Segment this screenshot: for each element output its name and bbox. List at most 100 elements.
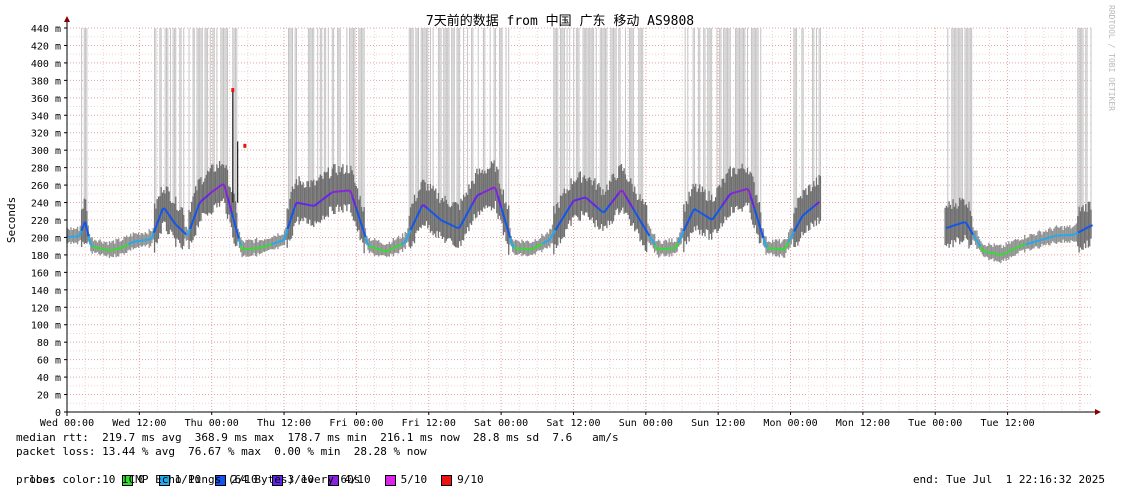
median-segment (174, 223, 179, 227)
median-segment (450, 223, 453, 227)
median-segment (274, 241, 278, 244)
median-segment (749, 196, 754, 203)
median-segment (478, 192, 482, 196)
median-segment (278, 240, 281, 243)
median-segment (428, 208, 432, 212)
median-segment (386, 249, 390, 253)
median-segment (567, 206, 571, 211)
median-segment (965, 222, 969, 227)
x-tick-label: Fri 00:00 (329, 418, 383, 429)
y-tick-label: 160 m (31, 268, 61, 279)
median-segment (968, 228, 973, 233)
x-tick-label: Sun 00:00 (619, 418, 673, 429)
median-segment (458, 223, 463, 229)
median-segment (592, 203, 596, 207)
median-segment (187, 228, 191, 235)
median-segment (795, 224, 799, 229)
y-tick-label: 120 m (31, 303, 61, 314)
median-segment (171, 218, 175, 223)
median-segment (413, 217, 418, 223)
median-segment (176, 225, 180, 229)
median-segment (587, 198, 591, 202)
median-segment (216, 186, 220, 189)
median-segment (730, 192, 733, 195)
median-segment (316, 201, 320, 205)
median-segment (722, 200, 727, 204)
median-segment (1021, 243, 1025, 247)
median-segment (692, 208, 696, 212)
loss-color-swatch (384, 474, 396, 486)
median-segment (496, 194, 501, 202)
median-segment (1086, 225, 1090, 229)
y-tick-label: 180 m (31, 251, 61, 262)
median-segment (695, 209, 699, 213)
median-segment (979, 245, 984, 250)
median-segment (359, 219, 363, 227)
median-segment (632, 208, 636, 213)
y-tick-label: 380 m (31, 76, 61, 87)
median-segment (480, 191, 484, 195)
y-tick-label: 0 (55, 408, 61, 419)
median-segment (760, 231, 765, 239)
median-segment (791, 231, 796, 236)
median-segment (789, 234, 794, 239)
median-segment (654, 244, 658, 249)
median-segment (283, 234, 287, 241)
median-segment (149, 236, 153, 241)
median-segment (648, 235, 653, 240)
median-segment (1075, 231, 1079, 235)
loss-color-swatch (121, 474, 133, 486)
median-segment (211, 189, 215, 193)
median-segment (608, 202, 613, 206)
median-segment (690, 210, 694, 216)
median-segment (565, 209, 569, 214)
median-segment (1023, 243, 1026, 246)
median-segment (1027, 242, 1030, 245)
median-segment (239, 244, 244, 250)
median-segment (743, 188, 746, 191)
median-segment (949, 225, 952, 228)
median-segment (319, 199, 323, 203)
median-segment (625, 196, 629, 201)
median-segment (620, 189, 623, 192)
median-segment (594, 204, 598, 209)
median-segment (265, 244, 269, 247)
median-segment (330, 191, 334, 194)
median-segment (160, 208, 164, 214)
median-segment (415, 214, 419, 219)
median-segment (451, 224, 455, 228)
median-segment (437, 216, 441, 220)
median-segment (607, 204, 611, 209)
median-segment (981, 248, 985, 253)
median-segment (207, 192, 211, 196)
median-segment (1052, 235, 1055, 238)
median-segment (646, 232, 651, 237)
median-segment (381, 249, 384, 252)
median-segment (325, 195, 329, 198)
packet-loss-summary: packet loss: 13.44 % avg 76.67 % max 0.0… (16, 445, 427, 458)
median-segment (128, 242, 131, 246)
loss-color-item-label: 2/10 (231, 473, 258, 486)
median-segment (1081, 228, 1085, 232)
median-segment (589, 200, 593, 204)
loss-color-item-label: 9/10 (457, 473, 484, 486)
x-tick-label: Mon 00:00 (763, 418, 817, 429)
median-segment (626, 199, 631, 204)
median-segment (623, 193, 627, 198)
median-segment (1034, 240, 1037, 243)
x-tick-label: Sat 00:00 (474, 418, 528, 429)
median-segment (172, 221, 177, 225)
median-segment (350, 191, 354, 199)
median-segment (547, 238, 551, 242)
median-segment (650, 238, 654, 243)
median-segment (383, 249, 386, 253)
median-segment (809, 206, 813, 210)
median-segment (569, 203, 573, 208)
median-segment (617, 190, 622, 194)
median-segment (1012, 247, 1016, 251)
median-segment (675, 242, 680, 248)
median-segment (1029, 241, 1032, 245)
median-segment (228, 205, 233, 213)
median-segment (745, 187, 748, 191)
median-segment (755, 214, 759, 221)
